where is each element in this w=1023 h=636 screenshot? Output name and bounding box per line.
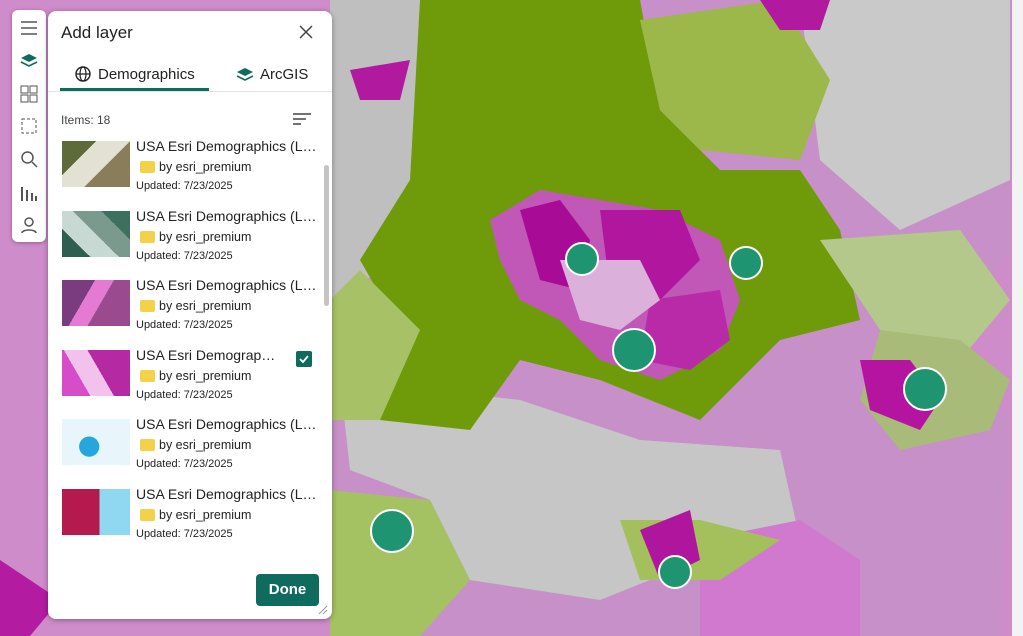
layers-icon[interactable]: [20, 52, 38, 70]
thumbnail: [62, 419, 130, 465]
globe-icon: [75, 66, 91, 82]
items-count: Items: 18: [61, 113, 111, 127]
item-owner: by esri_premium: [159, 438, 252, 452]
list-item[interactable]: USA Esri Demograp… by esri_premium Updated…: [62, 347, 324, 415]
owner-icon: [140, 300, 155, 312]
active-tab-indicator: [60, 88, 209, 91]
item-updated: Updated: 7/23/2025: [136, 180, 233, 192]
item-title: USA Esri Demographics (L…: [136, 207, 317, 224]
sort-button[interactable]: [293, 112, 311, 126]
item-owner: by esri_premium: [159, 160, 252, 174]
divider: [48, 91, 332, 92]
item-title: USA Esri Demographics (L…: [136, 416, 317, 432]
chart-icon[interactable]: [20, 184, 38, 202]
item-owner: by esri_premium: [159, 507, 252, 522]
list-item[interactable]: USA Esri Demographics (L… by esri_premium…: [62, 486, 324, 554]
done-button[interactable]: Done: [256, 574, 319, 606]
select-icon[interactable]: [20, 117, 38, 135]
item-updated: Updated: 7/23/2025: [136, 249, 233, 262]
add-layer-panel: Add layer Demographics ArcGIS Items: 18 …: [48, 11, 332, 619]
item-title: USA Esri Demographics (L…: [136, 485, 317, 502]
close-button[interactable]: [299, 25, 313, 39]
item-updated: Updated: 7/23/2025: [136, 388, 233, 401]
toolbar: [12, 10, 46, 242]
owner-icon: [140, 230, 155, 243]
thumbnail: [62, 210, 130, 257]
owner-icon: [140, 439, 155, 451]
item-updated: Updated: 7/23/2025: [136, 319, 233, 331]
owner-icon: [140, 161, 155, 173]
list-item[interactable]: USA Esri Demographics (L… by esri_premium…: [62, 208, 324, 276]
resize-handle[interactable]: [316, 603, 328, 615]
item-title: USA Esri Demographics (L: [136, 555, 303, 558]
menu-icon[interactable]: [20, 19, 38, 37]
thumbnail: [62, 349, 130, 396]
owner-icon: [140, 369, 155, 382]
item-updated: Updated: 7/23/2025: [136, 458, 233, 470]
thumbnail: [62, 488, 130, 535]
search-icon[interactable]: [20, 150, 38, 168]
list-item[interactable]: USA Esri Demographics (Lby esri_premiumU…: [62, 555, 324, 558]
item-updated: Updated: 7/23/2025: [136, 527, 233, 540]
thumbnail: [62, 280, 130, 326]
checkbox-checked[interactable]: [296, 350, 312, 367]
list-item[interactable]: USA Esri Demographics (L… by esri_premium…: [62, 138, 324, 206]
item-title: USA Esri Demograp…: [136, 346, 276, 363]
panel-title: Add layer: [61, 23, 133, 42]
list-item[interactable]: USA Esri Demographics (L… by esri_premium…: [62, 277, 324, 345]
item-title: USA Esri Demographics (L…: [136, 138, 317, 154]
scrollbar[interactable]: [324, 165, 329, 306]
item-owner: by esri_premium: [159, 229, 252, 244]
item-owner: by esri_premium: [159, 368, 252, 383]
arcgis-icon: [236, 68, 254, 81]
tab-arcgis[interactable]: ArcGIS: [260, 66, 309, 83]
item-title: USA Esri Demographics (L…: [136, 277, 317, 293]
owner-icon: [140, 508, 155, 521]
basemap-icon[interactable]: [20, 85, 38, 103]
account-icon[interactable]: [20, 216, 38, 234]
tab-demographics[interactable]: Demographics: [98, 66, 195, 83]
thumbnail: [62, 141, 130, 187]
item-owner: by esri_premium: [159, 299, 252, 313]
item-list: USA Esri Demographics (L… by esri_premium…: [48, 135, 324, 558]
list-item[interactable]: USA Esri Demographics (L… by esri_premium…: [62, 416, 324, 484]
